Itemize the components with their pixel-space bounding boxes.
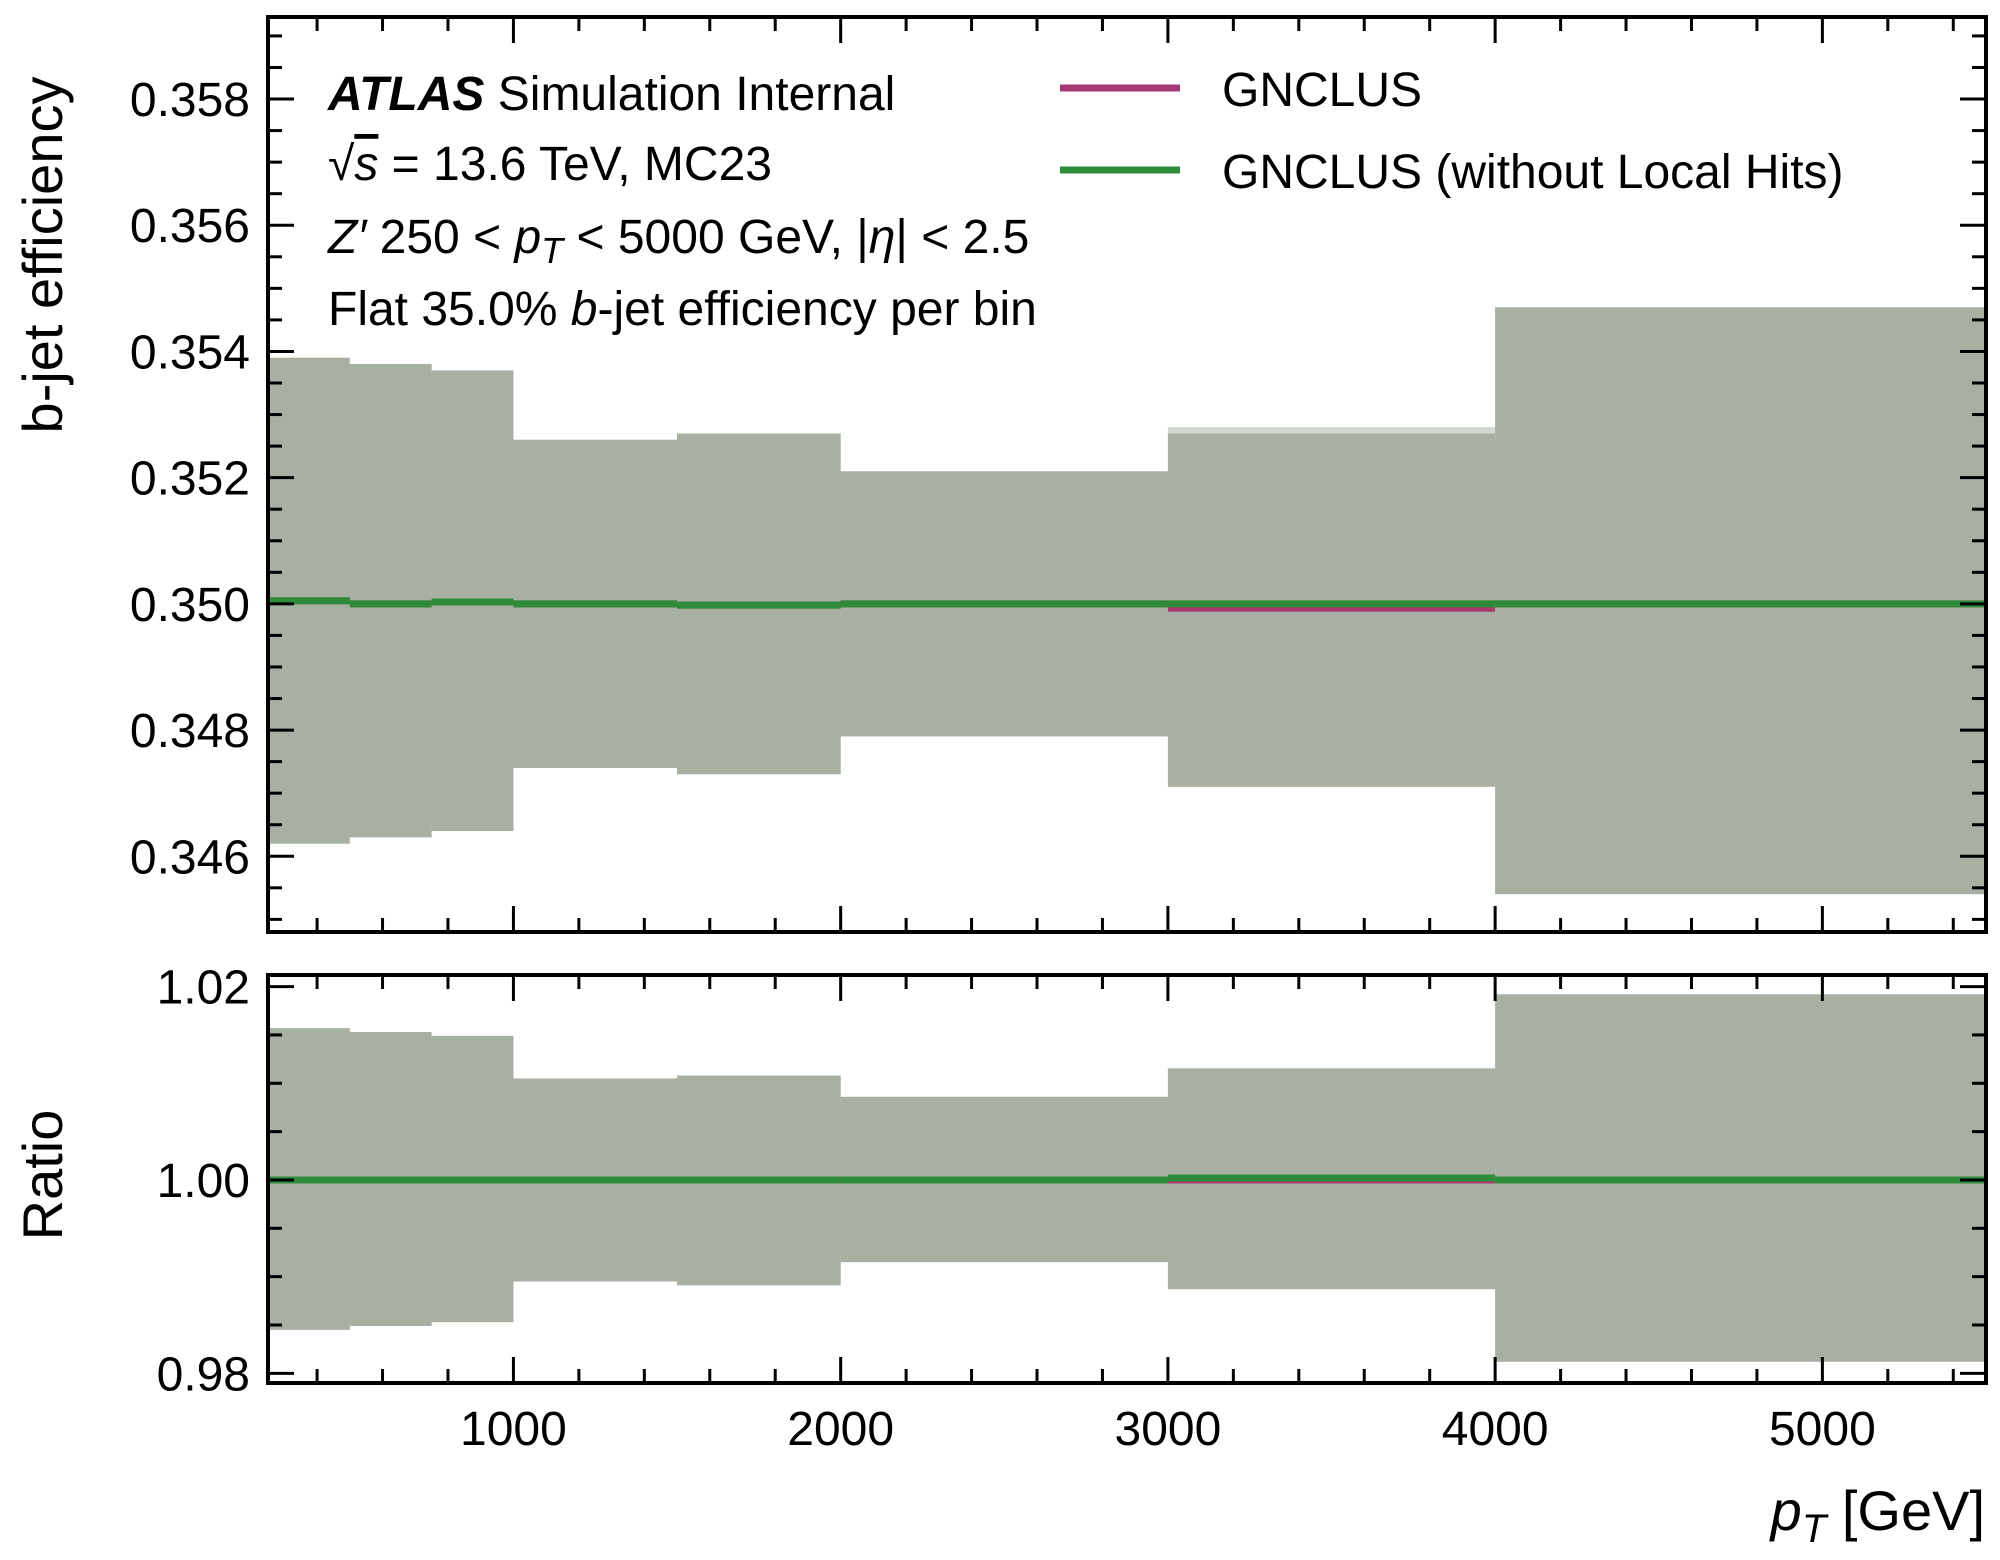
ratio-ytick-label: 0.98 — [157, 1348, 250, 1401]
x-tick-label: 1000 — [460, 1403, 567, 1456]
legend: GNCLUS GNCLUS (without Local Hits) — [1060, 64, 1844, 199]
main-plot-frame — [266, 15, 1988, 934]
atlas-label: ATLAS Simulation Internal — [327, 68, 895, 121]
main-ytick-label: 0.346 — [130, 831, 250, 884]
selection-label: Z′ 250 < pT < 5000 GeV, |η| < 2.5 — [327, 211, 1029, 271]
x-axis-label: pT [GeV] — [1769, 1479, 1985, 1551]
main-ytick-label: 0.354 — [130, 326, 250, 379]
x-tick-label: 5000 — [1769, 1403, 1876, 1456]
main-ytick-label: 0.348 — [130, 705, 250, 758]
working-point-label: Flat 35.0% b-jet efficiency per bin — [328, 283, 1037, 336]
main-series-lines — [268, 597, 1986, 612]
main-ytick-label: 0.358 — [130, 74, 250, 127]
ratio-plot-frame — [266, 973, 1988, 1385]
ratio-ytick-label: 1.00 — [157, 1155, 250, 1208]
ratio-y-axis-label: Ratio — [11, 1110, 74, 1241]
main-y-axis-label: b-jet efficiency — [11, 77, 74, 434]
energy-label: √s = 13.6 TeV, MC23 — [328, 138, 772, 191]
main-axis-ticks: 0.346 0.348 0.350 0.352 0.354 0.356 0.358 — [130, 17, 1986, 932]
ratio-ytick-label: 1.02 — [157, 962, 250, 1015]
legend-label-gnclus-without-local-hits: GNCLUS (without Local Hits) — [1222, 146, 1844, 199]
x-tick-label: 2000 — [787, 1403, 894, 1456]
main-ytick-label: 0.350 — [130, 579, 250, 632]
main-ytick-label: 0.356 — [130, 200, 250, 253]
x-tick-label: 3000 — [1115, 1403, 1222, 1456]
info-text-block: ATLAS Simulation Internal √s = 13.6 TeV,… — [327, 68, 1037, 336]
x-tick-label: 4000 — [1442, 1403, 1549, 1456]
ratio-axis-ticks: 0.98 1.00 1.02 1000 2000 3000 4000 5000 — [157, 962, 1986, 1456]
main-ytick-label: 0.352 — [130, 453, 250, 506]
ratio-series-lines — [268, 1174, 1986, 1184]
legend-label-gnclus: GNCLUS — [1222, 64, 1422, 117]
